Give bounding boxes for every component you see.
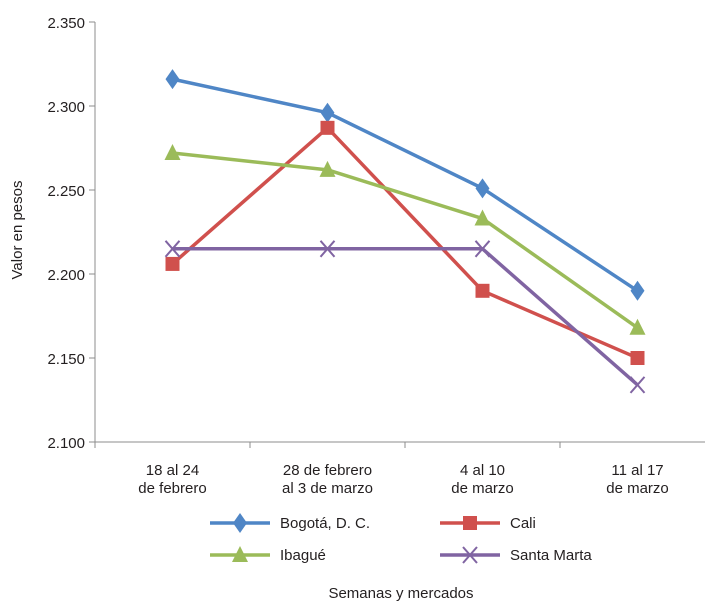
legend-label: Ibagué (280, 547, 326, 564)
series-line (173, 249, 638, 385)
data-point (630, 319, 646, 335)
y-tick-label: 2.250 (47, 183, 85, 200)
series-bogot-d-c (166, 69, 645, 301)
x-tick-label: 11 al 17 de marzo (606, 462, 669, 497)
x-tick-label: 28 de febrero al 3 de marzo (282, 462, 373, 497)
y-tick-label: 2.150 (47, 351, 85, 368)
data-point (476, 284, 490, 298)
y-tick-label: 2.200 (47, 267, 85, 284)
chart-axes (95, 22, 705, 442)
x-axis-title: Semanas y mercados (328, 585, 473, 602)
data-point (166, 257, 180, 271)
legend-label: Bogotá, D. C. (280, 515, 370, 532)
data-point (631, 281, 645, 301)
legend-item: Santa Marta (440, 547, 592, 564)
chart-legend: Bogotá, D. C. Cali Ibagué Santa Marta (210, 513, 592, 564)
x-tick-label: 4 al 10 de marzo (451, 462, 514, 497)
data-point (631, 351, 645, 365)
series-line (173, 79, 638, 291)
legend-marker (233, 513, 247, 533)
legend-item: Cali (440, 515, 536, 532)
series-ibagu (165, 144, 646, 335)
chart-series (165, 69, 646, 393)
series-santa-marta (166, 241, 645, 393)
legend-label: Santa Marta (510, 547, 592, 564)
data-point (631, 377, 645, 393)
data-point (321, 121, 335, 135)
data-point (321, 103, 335, 123)
y-axis-ticks: 2.100 2.150 2.200 2.250 2.300 2.350 (47, 15, 95, 452)
y-tick-label: 2.300 (47, 99, 85, 116)
legend-item: Ibagué (210, 546, 326, 564)
y-axis-title: Valor en pesos (9, 181, 26, 280)
legend-item: Bogotá, D. C. (210, 513, 370, 533)
x-axis-ticks: 18 al 24 de febrero 28 de febrero al 3 de m… (95, 442, 705, 497)
x-tick-label: 18 al 24 de febrero (138, 462, 206, 497)
data-point (166, 69, 180, 89)
series-line (173, 153, 638, 328)
legend-label: Cali (510, 515, 536, 532)
data-point (476, 178, 490, 198)
y-tick-label: 2.350 (47, 15, 85, 32)
legend-marker (463, 516, 477, 530)
y-tick-label: 2.100 (47, 435, 85, 452)
